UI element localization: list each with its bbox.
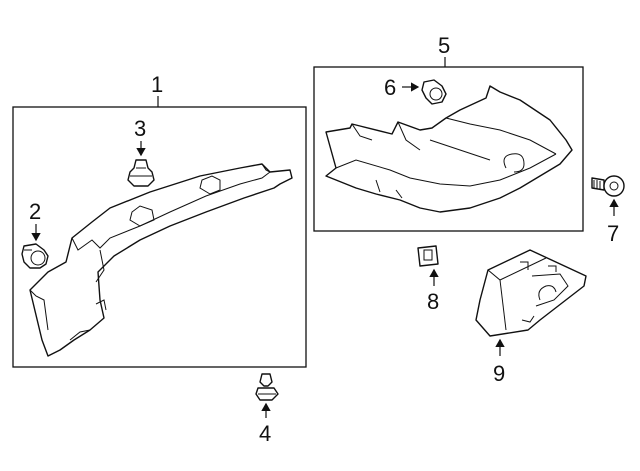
callout-1: 1: [151, 72, 163, 97]
push-clip-part-3: [127, 159, 155, 187]
clip-nut-part-8: [417, 245, 439, 267]
callout-3: 3: [134, 116, 146, 141]
callout-2: 2: [29, 199, 41, 224]
part-group-box-left: [12, 106, 307, 368]
push-pin-part-4: [255, 373, 279, 401]
callout-7: 7: [607, 221, 619, 246]
callout-4: 4: [259, 421, 271, 446]
clip-part-6: [421, 79, 447, 105]
callout-5: 5: [438, 33, 450, 58]
screw-part-7: [591, 175, 625, 197]
callout-9: 9: [493, 361, 505, 386]
bracket-part-9: [475, 249, 587, 337]
clip-part-2: [21, 243, 49, 269]
callout-6: 6: [384, 75, 396, 100]
trim-panel-part-5: [325, 85, 573, 213]
part-group-box-right: [313, 66, 584, 232]
callout-8: 8: [427, 289, 439, 314]
trim-panel-part-1: [29, 163, 293, 357]
